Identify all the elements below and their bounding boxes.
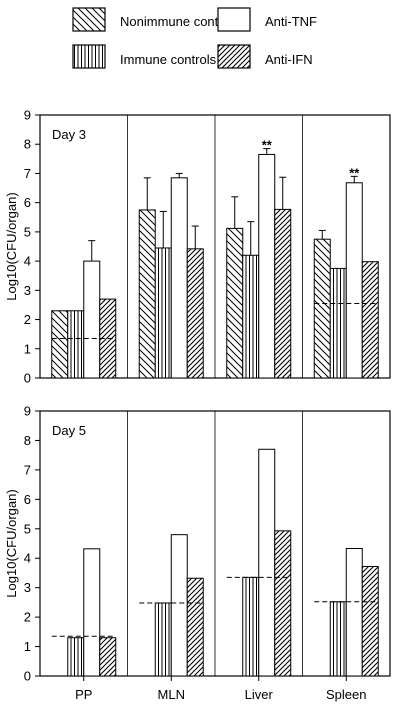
legend-item-immune-controls: Immune controls	[72, 44, 217, 69]
bar-spleen-anti-ifn	[361, 565, 379, 677]
y-tick-label: 4	[24, 254, 31, 269]
legend: Nonimmune controls Anti-TNF Immune control…	[72, 7, 317, 69]
bar-pp-immune-controls	[67, 637, 85, 677]
bar-liver-anti-tnf	[258, 448, 276, 677]
bar-liver-immune-controls	[242, 254, 260, 379]
legend-item-nonimmune-controls: Nonimmune controls	[72, 7, 240, 32]
panel-label: Day 3	[52, 127, 86, 142]
legend-item-anti-ifn: Anti-IFN	[217, 44, 313, 69]
y-tick-label: 7	[24, 462, 31, 477]
legend-label: Immune controls	[120, 52, 217, 67]
bar-pp-anti-tnf	[83, 548, 101, 677]
y-axis-label: Log10(CFU/organ)	[4, 489, 19, 597]
y-tick-label: 6	[24, 195, 31, 210]
panel-label: Day 5	[52, 423, 86, 438]
bar-spleen-anti-tnf	[345, 548, 363, 677]
y-tick-label: 8	[24, 433, 31, 448]
bar-pp-anti-tnf	[83, 260, 101, 379]
bar-pp-anti-ifn	[99, 637, 117, 677]
bar-mln-nonimmune-controls	[138, 209, 156, 379]
bar-spleen-anti-tnf	[345, 182, 363, 379]
bar-mln-anti-ifn	[186, 577, 204, 677]
legend-label: Nonimmune controls	[120, 14, 240, 29]
y-tick-label: 0	[24, 371, 31, 386]
y-tick-label: 3	[24, 580, 31, 595]
bar-mln-immune-controls	[154, 602, 172, 677]
y-tick-label: 5	[24, 224, 31, 239]
x-tick-label: Liver	[245, 687, 274, 702]
y-tick-label: 1	[24, 639, 31, 654]
y-tick-label: 7	[24, 166, 31, 181]
x-tick-label: MLN	[158, 687, 185, 702]
bar-liver-anti-ifn	[274, 530, 292, 677]
y-tick-label: 9	[24, 108, 31, 123]
bar-liver-immune-controls	[242, 576, 260, 677]
y-tick-label: 4	[24, 551, 31, 566]
bar-mln-anti-tnf	[170, 177, 188, 379]
bar-liver-nonimmune-controls	[226, 227, 244, 379]
x-tick-label: PP	[75, 687, 92, 702]
bar-spleen-anti-ifn	[361, 261, 379, 379]
y-tick-label: 3	[24, 283, 31, 298]
legend-item-anti-tnf: Anti-TNF	[217, 7, 317, 32]
y-tick-label: 2	[24, 610, 31, 625]
bar-mln-anti-ifn	[186, 248, 204, 379]
y-tick-label: 1	[24, 341, 31, 356]
bar-mln-immune-controls	[154, 247, 172, 379]
legend-swatch	[72, 44, 106, 69]
y-tick-label: 6	[24, 492, 31, 507]
bar-liver-anti-ifn	[274, 208, 292, 379]
y-tick-label: 0	[24, 669, 31, 684]
legend-swatch	[72, 7, 106, 32]
panel-day-5: 0 1 2 3 4 5 6 7 8 9 Log10(CFU/organ) Day 5 PP MLN Live…	[4, 404, 391, 702]
legend-label: Anti-TNF	[265, 14, 317, 29]
bar-spleen-nonimmune-controls	[313, 238, 331, 379]
bar-pp-nonimmune-controls	[51, 310, 69, 379]
legend-label: Anti-IFN	[265, 52, 313, 67]
significance-marker: **	[262, 138, 273, 153]
bar-spleen-immune-controls	[329, 601, 347, 677]
bar-liver-anti-tnf	[258, 153, 276, 379]
legend-swatch	[217, 7, 251, 32]
x-tick-label: Spleen	[326, 687, 366, 702]
bar-spleen-immune-controls	[329, 267, 347, 379]
y-tick-label: 8	[24, 137, 31, 152]
bar-mln-anti-tnf	[170, 534, 188, 677]
y-tick-label: 9	[24, 404, 31, 419]
panel-day-3: 0 1 2 3 4 5 6 7 8 9 Log10(CFU/organ) Day 3 ** **	[4, 108, 391, 386]
legend-swatch	[217, 44, 251, 69]
significance-marker: **	[349, 165, 360, 180]
bar-pp-immune-controls	[67, 310, 85, 379]
y-axis-label: Log10(CFU/organ)	[4, 192, 19, 300]
y-tick-label: 2	[24, 312, 31, 327]
y-tick-label: 5	[24, 521, 31, 536]
